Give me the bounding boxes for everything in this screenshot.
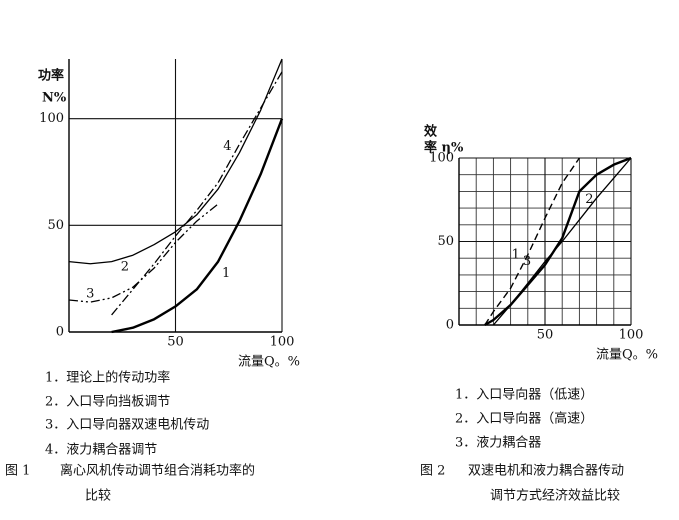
figure-label: 图 2 <box>420 464 445 479</box>
y-tick-label: 100 <box>429 151 454 166</box>
series-label: 2 <box>121 260 129 275</box>
legend-item: 1．理论上的传动功率 <box>45 370 170 386</box>
x-tick-label: 50 <box>537 328 554 343</box>
legend-item: 3．入口导向器双速电机传动 <box>45 417 209 433</box>
curve <box>68 203 219 303</box>
y-label: 功率 <box>38 68 64 84</box>
legend-item: 1．入口导向器（低速） <box>455 387 593 403</box>
y-label: N% <box>42 91 67 106</box>
caption: 双速电机和液力耦合器传动 <box>468 464 624 479</box>
x-tick-label: 100 <box>619 328 644 343</box>
series-label: 1 <box>222 266 230 281</box>
legend-item: 2．入口导向器（高速） <box>455 411 593 427</box>
curve <box>111 118 284 334</box>
caption: 调节方式经济效益比较 <box>490 488 620 504</box>
y-label: 率 η% <box>424 140 464 156</box>
curve <box>484 157 580 326</box>
y-tick-label: 0 <box>56 325 64 340</box>
x-label: 流量Q。% <box>596 348 658 363</box>
series-label: 4 <box>223 139 231 154</box>
x-tick-label: 50 <box>167 335 184 350</box>
curve <box>111 71 283 316</box>
y-tick-label: 100 <box>39 111 64 126</box>
caption: 比较 <box>85 489 111 504</box>
figure-label: 图 1 <box>5 464 30 479</box>
legend-item: 3．液力耦合器 <box>455 436 541 451</box>
series-label: 1 <box>512 247 520 262</box>
y-tick-label: 50 <box>437 234 454 249</box>
caption: 离心风机传动调节组合消耗功率的 <box>60 463 255 479</box>
y-tick-label: 0 <box>446 318 454 333</box>
curve <box>68 58 283 265</box>
y-tick-label: 50 <box>47 218 64 233</box>
legend-item: 4．液力耦合器调节 <box>45 443 157 458</box>
x-label: 流量Q。% <box>238 355 300 370</box>
curve <box>492 157 632 326</box>
x-tick-label: 100 <box>270 335 295 350</box>
series-label: 2 <box>585 192 593 207</box>
series-label: 3 <box>523 254 531 269</box>
legend-item: 2．入口导向挡板调节 <box>45 394 170 410</box>
y-label: 效 <box>424 124 438 140</box>
series-label: 3 <box>86 287 94 302</box>
